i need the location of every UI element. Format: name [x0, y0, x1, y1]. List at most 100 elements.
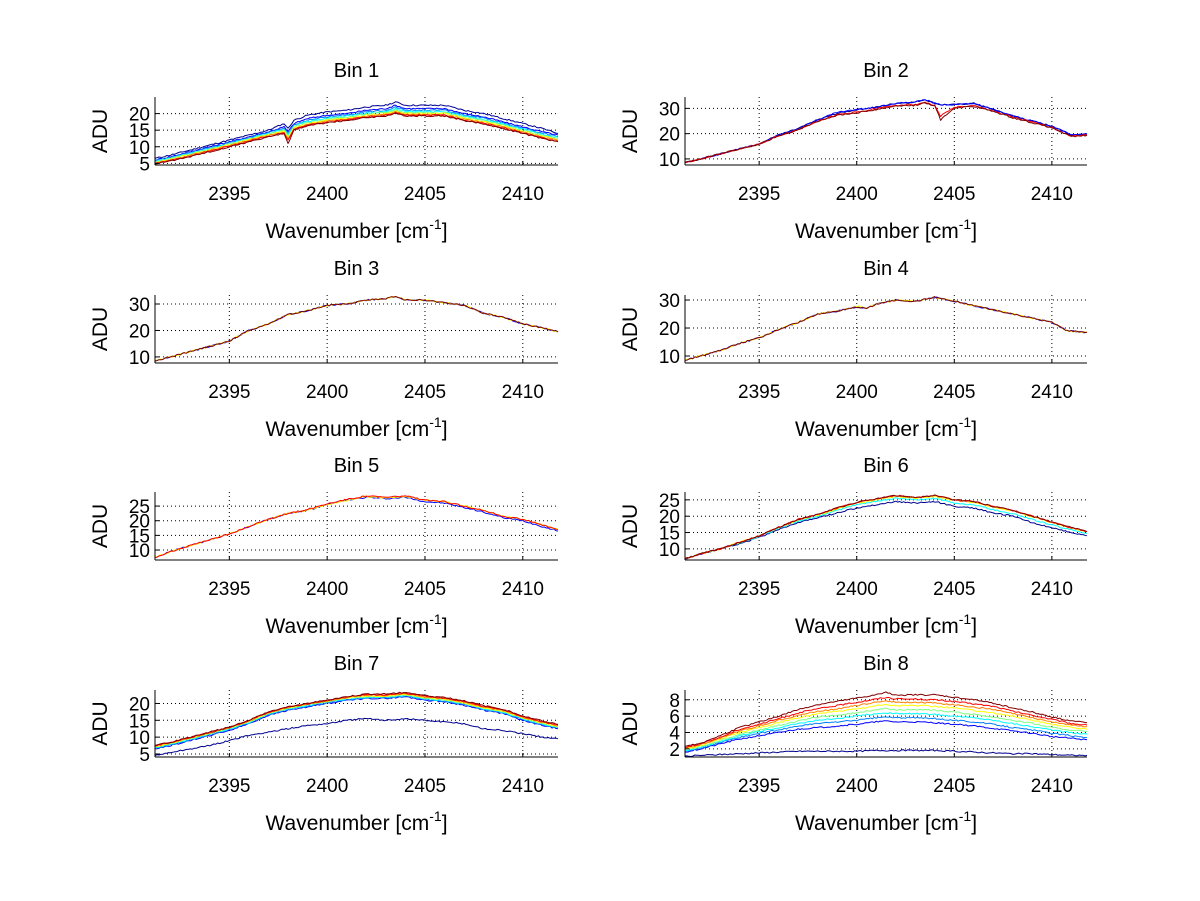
x-tick-label: 2410 [502, 382, 544, 403]
x-tick-label: 2405 [404, 382, 446, 403]
x-tick-label: 2405 [933, 184, 975, 205]
x-tick-label: 2410 [1031, 579, 1073, 600]
y-tick-label: 30 [659, 291, 680, 312]
x-axis-label: Wavenumber [cm-1] [795, 414, 977, 441]
subplot-bin-4: 2395 2400 2405 2410 10 20 30 Bin 4 Wavenumber [c… [619, 258, 1088, 441]
y-tick-label: 10 [129, 728, 150, 749]
x-tick-label: 2400 [836, 776, 878, 797]
series-line-4 [154, 107, 559, 162]
x-axis-label-superscript: -1 [959, 808, 972, 824]
x-tick-label: 2400 [306, 579, 348, 600]
series-line-8 [684, 696, 1088, 748]
x-axis-label: Wavenumber [cm-1] [265, 611, 447, 638]
y-tick-label: 20 [129, 512, 150, 533]
y-tick-label: 8 [669, 691, 680, 712]
x-tick-label: 2400 [836, 579, 878, 600]
y-tick-label: 30 [129, 295, 150, 316]
series-line-3 [684, 716, 1088, 752]
x-tick-label: 2405 [404, 184, 446, 205]
subplot-title: Bin 5 [334, 455, 380, 477]
y-tick-label: 20 [129, 105, 150, 126]
x-tick-label: 2400 [306, 184, 348, 205]
y-tick-label: 5 [139, 154, 150, 175]
series-line-1 [154, 717, 559, 757]
y-tick-label: 10 [659, 540, 680, 561]
x-axis-label-main: Wavenumber [cm [795, 812, 959, 835]
x-axis-label-superscript: -1 [959, 414, 972, 430]
x-axis-label: Wavenumber [cm-1] [265, 808, 447, 835]
series-line-9 [684, 691, 1088, 747]
y-tick-label: 15 [129, 121, 150, 142]
x-axis-label-superscript: -1 [959, 216, 972, 232]
subplot-title: Bin 7 [334, 653, 380, 675]
x-tick-label: 2395 [738, 579, 780, 600]
y-axis-label: ADU [619, 109, 642, 153]
x-axis-label-main: Wavenumber [cm [265, 418, 429, 441]
x-tick-label: 2400 [836, 184, 878, 205]
x-axis-label-end: ] [971, 812, 977, 835]
x-axis-label-main: Wavenumber [cm [795, 615, 959, 638]
x-tick-label: 2405 [933, 776, 975, 797]
y-tick-label: 10 [659, 150, 680, 171]
y-axis-label: ADU [89, 701, 112, 745]
y-tick-label: 2 [669, 740, 680, 761]
x-tick-label: 2410 [1031, 776, 1073, 797]
x-tick-label: 2410 [502, 184, 544, 205]
series-line-3 [154, 495, 559, 558]
y-tick-label: 10 [129, 348, 150, 369]
x-axis-label: Wavenumber [cm-1] [795, 808, 977, 835]
y-tick-label: 15 [659, 524, 680, 545]
x-tick-label: 2395 [208, 382, 250, 403]
x-tick-label: 2410 [502, 776, 544, 797]
x-axis-label-end: ] [442, 418, 448, 441]
series-line-1 [154, 101, 559, 159]
y-tick-label: 15 [129, 526, 150, 547]
x-tick-label: 2410 [1031, 184, 1073, 205]
x-axis-label: Wavenumber [cm-1] [265, 414, 447, 441]
x-tick-label: 2400 [306, 776, 348, 797]
series-line-7 [684, 700, 1088, 749]
x-tick-label: 2400 [836, 382, 878, 403]
x-axis-label-superscript: -1 [429, 216, 442, 232]
y-tick-label: 25 [129, 497, 150, 518]
series-line-2 [685, 720, 1088, 753]
series-line-2 [684, 99, 1088, 164]
series-line-9 [154, 112, 559, 165]
x-axis-label-end: ] [971, 220, 977, 243]
subplot-bin-3: 2395 2400 2405 2410 10 20 30 Bin 3 Wavenumber [c… [89, 258, 559, 441]
series-line-2 [154, 104, 559, 161]
x-tick-label: 2410 [502, 579, 544, 600]
y-axis-label: ADU [89, 109, 112, 153]
subplot-title: Bin 3 [334, 258, 380, 280]
y-tick-label: 20 [659, 319, 680, 340]
x-axis-label-superscript: -1 [429, 414, 442, 430]
series-line-2 [154, 296, 559, 362]
y-tick-label: 10 [659, 347, 680, 368]
x-axis-label-main: Wavenumber [cm [795, 418, 959, 441]
y-tick-label: 4 [669, 723, 680, 744]
x-tick-label: 2395 [208, 776, 250, 797]
x-tick-label: 2410 [1031, 382, 1073, 403]
x-tick-label: 2405 [933, 579, 975, 600]
y-tick-label: 30 [659, 99, 680, 120]
y-axis-label: ADU [89, 504, 112, 548]
series-line-3 [684, 101, 1088, 164]
x-tick-label: 2395 [208, 579, 250, 600]
x-tick-label: 2395 [738, 776, 780, 797]
series-line-2 [154, 696, 559, 750]
x-axis-label-main: Wavenumber [cm [795, 220, 959, 243]
x-axis-label-superscript: -1 [429, 808, 442, 824]
y-tick-label: 25 [659, 491, 680, 512]
x-tick-label: 2395 [738, 382, 780, 403]
subplot-title: Bin 2 [863, 60, 909, 82]
subplot-title: Bin 1 [334, 60, 380, 82]
subplot-title: Bin 8 [863, 653, 909, 675]
series-line-3 [154, 296, 559, 362]
series-line-9 [154, 691, 559, 747]
